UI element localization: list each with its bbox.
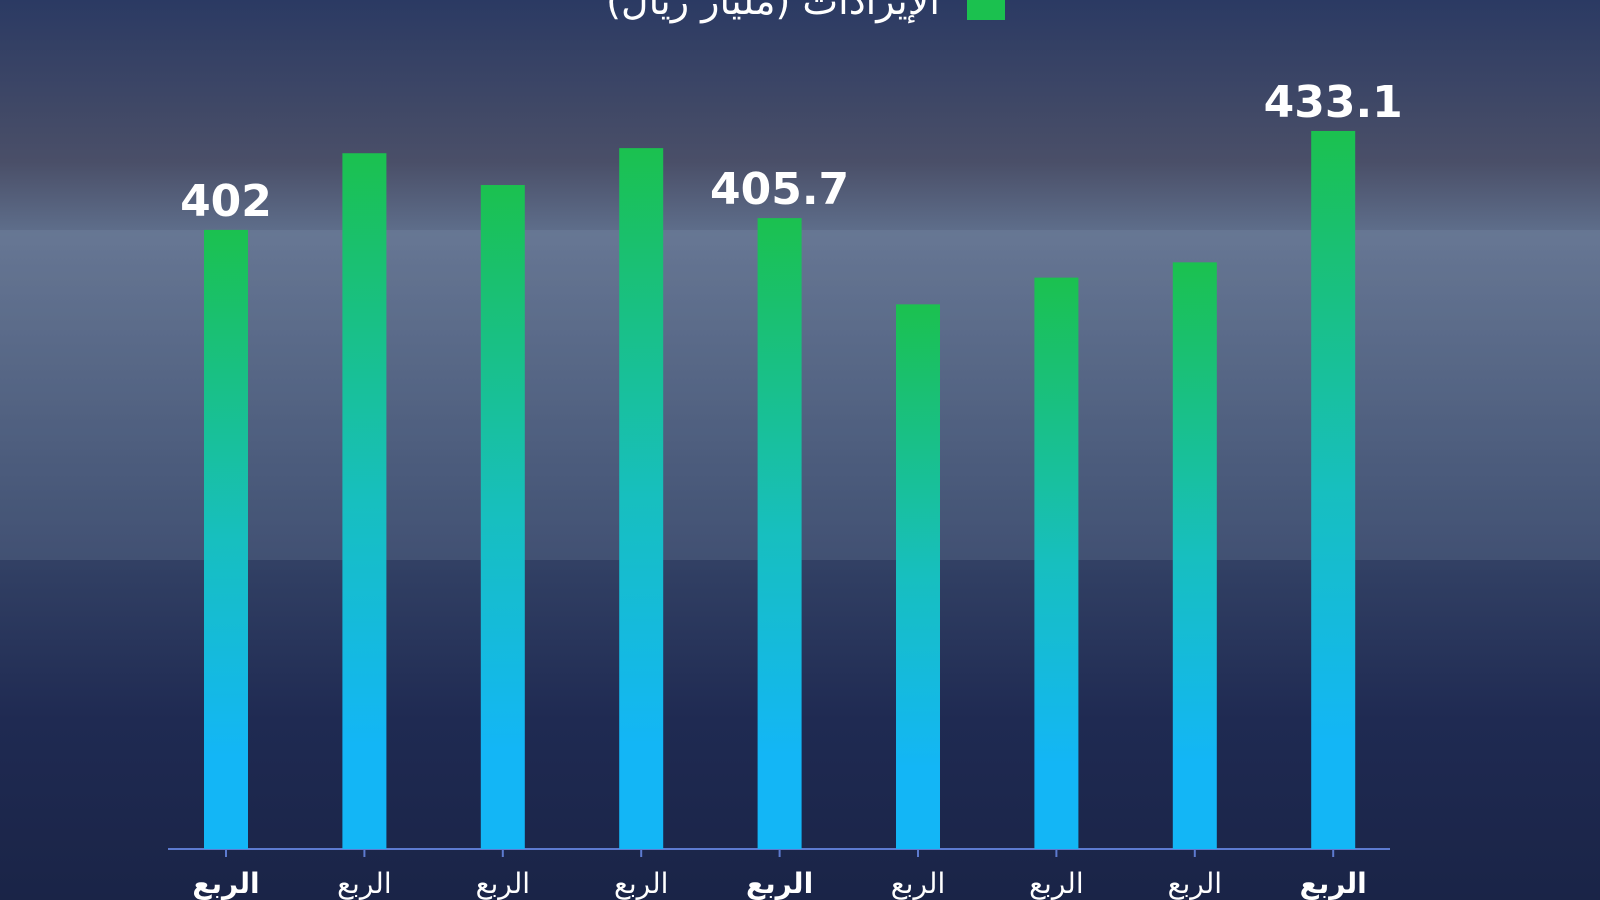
legend: الإيرادات (مليار ريال) xyxy=(606,0,1005,24)
bar xyxy=(896,304,940,850)
value-label: 402 xyxy=(180,176,272,227)
x-tick-label: الربع xyxy=(1029,867,1083,900)
bar xyxy=(204,229,248,850)
bar xyxy=(1311,130,1356,849)
x-tick-label: الربع xyxy=(891,867,945,900)
value-label: 405.7 xyxy=(710,164,849,215)
x-tick-label: الربع xyxy=(192,867,259,900)
x-tick-label: الربع xyxy=(614,867,668,900)
x-tick-label: الربع xyxy=(1168,867,1222,900)
x-tick-label: الربع xyxy=(476,867,530,900)
legend-swatch xyxy=(967,0,1005,20)
x-tick-label: الربع xyxy=(1300,867,1367,900)
value-label: 433.1 xyxy=(1264,77,1403,128)
bar xyxy=(757,218,802,850)
bar xyxy=(480,185,525,849)
bar xyxy=(1172,262,1217,849)
bar xyxy=(619,148,664,849)
x-tick-label: الربع xyxy=(337,867,391,900)
bar xyxy=(1034,277,1079,849)
x-tick-label: الربع xyxy=(746,867,813,900)
bar xyxy=(342,153,387,849)
legend-label: الإيرادات (مليار ريال) xyxy=(606,0,940,24)
